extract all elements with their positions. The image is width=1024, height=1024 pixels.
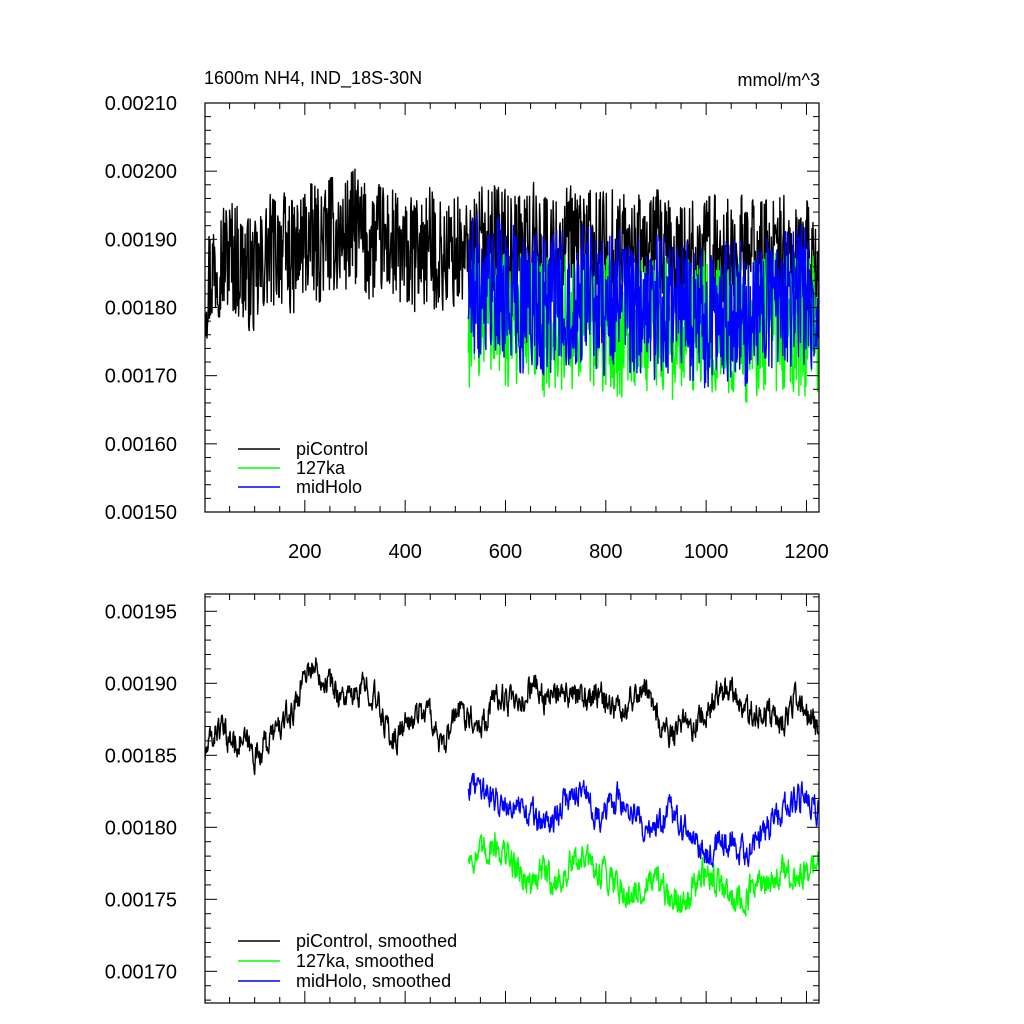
y-tick-label: 0.00160 bbox=[105, 434, 177, 456]
units-label: mmol/m^3 bbox=[738, 70, 820, 90]
legend-label-0: piControl bbox=[296, 439, 368, 459]
x-tick-label: 200 bbox=[288, 541, 321, 563]
series-line-2 bbox=[467, 213, 819, 389]
series-group bbox=[205, 168, 819, 404]
y-tick-label: 0.00185 bbox=[105, 745, 177, 767]
y-tick-label: 0.00195 bbox=[105, 601, 177, 623]
y-tick-label: 0.00150 bbox=[105, 502, 177, 524]
y-tick-label: 0.00175 bbox=[105, 889, 177, 911]
x-tick-label: 600 bbox=[489, 541, 522, 563]
y-tick-label: 0.00180 bbox=[105, 298, 177, 320]
x-tick-label: 800 bbox=[589, 541, 622, 563]
legend-label-0: piControl, smoothed bbox=[296, 931, 457, 951]
legend-label-1: 127ka bbox=[296, 458, 346, 478]
y-tick-label: 0.00200 bbox=[105, 161, 177, 183]
y-tick-label: 0.00170 bbox=[105, 366, 177, 388]
y-tick-label: 0.00190 bbox=[105, 229, 177, 251]
top-panel: 1600m NH4, IND_18S-30N mmol/m^3 200 400 60… bbox=[105, 68, 829, 563]
y-tick-label: 0.00170 bbox=[105, 961, 177, 983]
legend-label-2: midHolo, smoothed bbox=[296, 971, 451, 991]
chart-title: 1600m NH4, IND_18S-30N bbox=[204, 68, 422, 89]
y-tick-label: 0.00210 bbox=[105, 93, 177, 115]
x-tick-label: 1000 bbox=[684, 541, 729, 563]
y-tick-label: 0.00180 bbox=[105, 817, 177, 839]
legend-label-1: 127ka, smoothed bbox=[296, 951, 434, 971]
y-tick-label: 0.00190 bbox=[105, 673, 177, 695]
legend-label-2: midHolo bbox=[296, 477, 362, 497]
series-line-2 bbox=[467, 772, 819, 868]
series-line-0 bbox=[205, 657, 819, 776]
x-tick-label: 1200 bbox=[784, 541, 829, 563]
bottom-panel: 0.00170 0.00175 0.00180 0.00185 0.00190 0.001… bbox=[105, 593, 820, 1004]
x-tick-label: 400 bbox=[388, 541, 421, 563]
series-line-1 bbox=[467, 832, 819, 917]
series-group bbox=[205, 657, 819, 917]
